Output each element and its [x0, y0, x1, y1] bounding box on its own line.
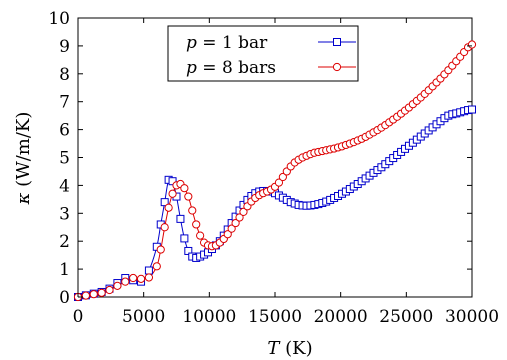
legend-entry-1-sample	[318, 38, 356, 46]
series-2-point	[227, 224, 236, 233]
legend-box	[167, 25, 359, 82]
y-tick-label: 1	[59, 260, 70, 280]
series-2-point	[160, 223, 169, 232]
series-2-point	[97, 288, 106, 297]
x-tick-label: 15000	[248, 307, 302, 327]
legend-entry-2-variable: p	[186, 58, 197, 78]
x-tick-label: 25000	[379, 307, 433, 327]
y-tick-label: 5	[59, 149, 70, 169]
series-1-point	[180, 234, 189, 243]
series-2-point	[129, 273, 138, 283]
x-axis-label: T (K)	[267, 338, 312, 359]
x-tick-label: 20000	[314, 307, 368, 327]
series-2-point	[81, 291, 90, 300]
x-tick-label: 30000	[445, 307, 499, 327]
y-tick-label: 0	[59, 288, 70, 308]
series-2-point	[164, 203, 173, 212]
legend-entry-1-label: p = 1 bar	[186, 33, 268, 53]
series-2-point	[231, 218, 240, 228]
x-tick-label: 10000	[182, 307, 236, 327]
series-2-point	[136, 274, 146, 283]
series-1-point	[144, 266, 153, 275]
series-2-point	[144, 273, 154, 282]
series-2-point	[196, 231, 205, 240]
series-2-point	[156, 245, 165, 254]
x-tick-label: 0	[73, 307, 84, 327]
series-2-point	[274, 178, 284, 187]
y-tick-label: 3	[59, 204, 70, 224]
series-2-point	[467, 40, 477, 49]
series-2-line	[77, 44, 473, 298]
series-2-point	[223, 230, 232, 239]
series-2-point	[168, 189, 177, 198]
legend-entry-2-value: = 8 bars	[202, 58, 276, 78]
legend-entry-1-marker	[333, 38, 341, 46]
y-tick-label: 8	[59, 65, 70, 85]
legend: p = 1 bar p = 8 bars	[167, 25, 359, 82]
y-tick-label: 4	[59, 176, 70, 196]
y-tick-label: 9	[59, 37, 70, 57]
series-2-point	[89, 290, 98, 299]
series-2-point	[113, 281, 122, 290]
series-1-point	[160, 198, 169, 207]
legend-entry-1-value: = 1 bar	[202, 33, 268, 53]
y-tick-label: 6	[59, 121, 70, 141]
y-tick-label: 10	[48, 9, 70, 29]
curves-layer	[77, 44, 473, 298]
y-axis-variable: κ	[13, 192, 34, 205]
legend-entry-2-label: p = 8 bars	[186, 58, 276, 78]
series-2-point	[184, 192, 193, 201]
series-2-point	[152, 262, 161, 271]
ticks-layer: 0 5000 10000 15000 20000 25000 30000 0 1 2 3 4 5 6 7 8 9…	[48, 9, 499, 327]
series-2-point	[239, 207, 248, 217]
y-tick-label: 2	[59, 232, 70, 252]
series-1-point	[176, 214, 185, 223]
series-2-point	[121, 277, 130, 286]
series-2-point	[180, 184, 189, 193]
legend-entry-2-sample	[318, 62, 356, 72]
x-axis-unit: (K)	[285, 338, 313, 359]
y-axis-label: κ (W/m/K)	[13, 112, 34, 206]
series-2-point	[188, 206, 197, 215]
y-tick-label: 7	[59, 93, 70, 113]
series-1-point	[468, 105, 476, 114]
series-2-point	[235, 213, 244, 222]
series-2-point	[192, 220, 201, 229]
legend-entry-2-marker	[332, 62, 342, 72]
x-axis-variable: T	[267, 338, 281, 359]
x-tick-label: 5000	[122, 307, 165, 327]
series-2-point	[105, 285, 114, 295]
markers-layer	[73, 40, 477, 302]
legend-entry-1-variable: p	[186, 33, 197, 53]
series-2-point	[278, 172, 287, 182]
y-axis-unit: (W/m/K)	[13, 112, 34, 187]
